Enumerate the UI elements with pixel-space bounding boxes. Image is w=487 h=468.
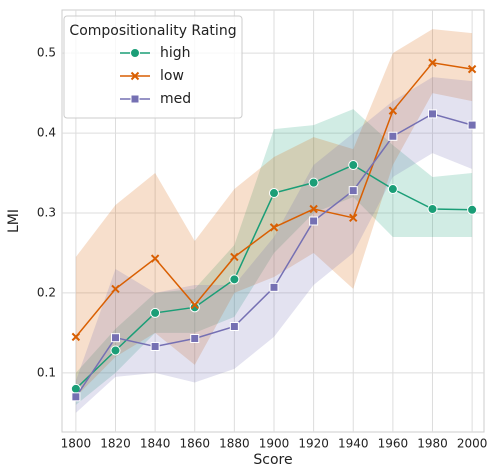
- y-axis-label: LMI: [6, 209, 22, 233]
- legend-label: high: [160, 45, 191, 61]
- marker: [348, 160, 359, 171]
- y-tick-label: 0.5: [37, 46, 56, 60]
- marker: [467, 64, 477, 74]
- marker: [190, 333, 200, 343]
- y-tick-label: 0.4: [37, 126, 56, 140]
- x-tick-label: 2000: [457, 437, 487, 451]
- x-tick-label: 1960: [378, 437, 409, 451]
- marker: [110, 345, 121, 356]
- x-tick-label: 1980: [417, 437, 448, 451]
- confidence-band: [75, 29, 473, 397]
- y-tick-label: 0.3: [37, 206, 56, 220]
- marker: [269, 223, 279, 232]
- marker: [71, 332, 81, 342]
- marker: [111, 284, 120, 294]
- marker: [388, 106, 398, 115]
- marker: [387, 184, 398, 195]
- marker: [309, 204, 318, 214]
- marker: [467, 204, 478, 215]
- marker: [130, 71, 140, 81]
- legend-title: Compositionality Rating: [69, 23, 236, 39]
- legend-label: med: [160, 91, 191, 107]
- x-tick-label: 1800: [61, 437, 92, 451]
- marker: [467, 120, 477, 130]
- marker: [130, 94, 140, 104]
- marker: [428, 58, 437, 67]
- marker: [309, 216, 319, 226]
- marker: [229, 274, 240, 285]
- x-tick-label: 1880: [219, 437, 250, 451]
- marker: [150, 307, 161, 318]
- marker: [427, 204, 438, 215]
- x-tick-label: 1820: [100, 437, 131, 451]
- marker: [308, 177, 319, 188]
- confidence-band: [75, 77, 473, 413]
- marker: [190, 300, 199, 310]
- marker: [110, 333, 120, 343]
- marker: [150, 254, 160, 263]
- marker: [229, 322, 239, 331]
- x-tick-label: 1900: [259, 437, 290, 451]
- x-axis-label: Score: [253, 452, 292, 468]
- x-tick-label: 1840: [140, 437, 171, 451]
- y-tick-label: 0.1: [37, 365, 56, 379]
- marker: [130, 48, 140, 58]
- marker: [388, 131, 398, 141]
- x-tick-label: 1940: [338, 437, 369, 451]
- marker: [268, 188, 279, 199]
- marker: [269, 282, 279, 292]
- legend-label: low: [160, 68, 184, 84]
- marker: [189, 302, 200, 313]
- x-tick-label: 1920: [298, 437, 329, 451]
- confidence-band: [75, 109, 473, 405]
- x-tick-label: 1860: [179, 437, 210, 451]
- marker: [427, 109, 437, 119]
- marker: [349, 213, 358, 223]
- marker: [230, 252, 239, 262]
- marker: [71, 392, 81, 402]
- marker: [150, 341, 160, 351]
- marker: [348, 186, 358, 196]
- legend-box: [63, 15, 243, 119]
- y-tick-label: 0.2: [37, 285, 56, 299]
